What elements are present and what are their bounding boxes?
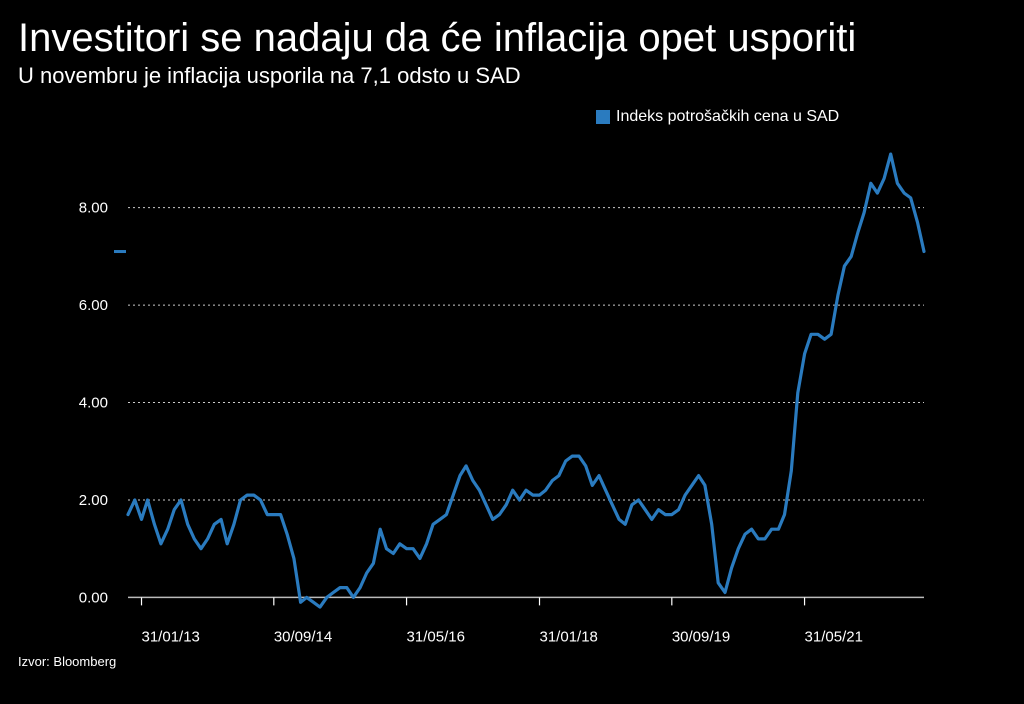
- x-tick-label: 31/01/13: [142, 628, 200, 645]
- chart-subtitle: U novembru je inflacija usporila na 7,1 …: [18, 63, 521, 88]
- y-tick-label: 0.00: [79, 589, 108, 606]
- y-tick-label: 8.00: [79, 200, 108, 217]
- x-tick-label: 31/01/18: [540, 628, 598, 645]
- x-axis: 31/01/13 30/09/14 31/05/16 31/01/18 30/09/19…: [140, 597, 863, 645]
- series-group: [126, 152, 926, 609]
- grid-lines: [128, 207, 924, 599]
- source-note: Izvor: Bloomberg: [18, 654, 117, 669]
- y-tick-label: 6.00: [79, 297, 108, 314]
- series-line: [126, 152, 926, 609]
- y-tick-label: 4.00: [79, 395, 108, 412]
- y-tick-label: 2.00: [79, 492, 108, 509]
- x-tick-label: 31/05/16: [407, 628, 465, 645]
- legend: Indeks potrošačkih cena u SAD: [596, 108, 839, 126]
- x-tick-label: 30/09/19: [672, 628, 730, 645]
- x-tick-label: 30/09/14: [274, 628, 332, 645]
- legend-label: Indeks potrošačkih cena u SAD: [616, 108, 840, 125]
- y-axis: 0.00 2.00 4.00 6.00 8.00: [79, 200, 108, 607]
- legend-swatch: [596, 110, 610, 124]
- x-tick-label: 31/05/21: [805, 628, 863, 645]
- chart-title: Investitori se nadaju da će inflacija op…: [18, 16, 857, 60]
